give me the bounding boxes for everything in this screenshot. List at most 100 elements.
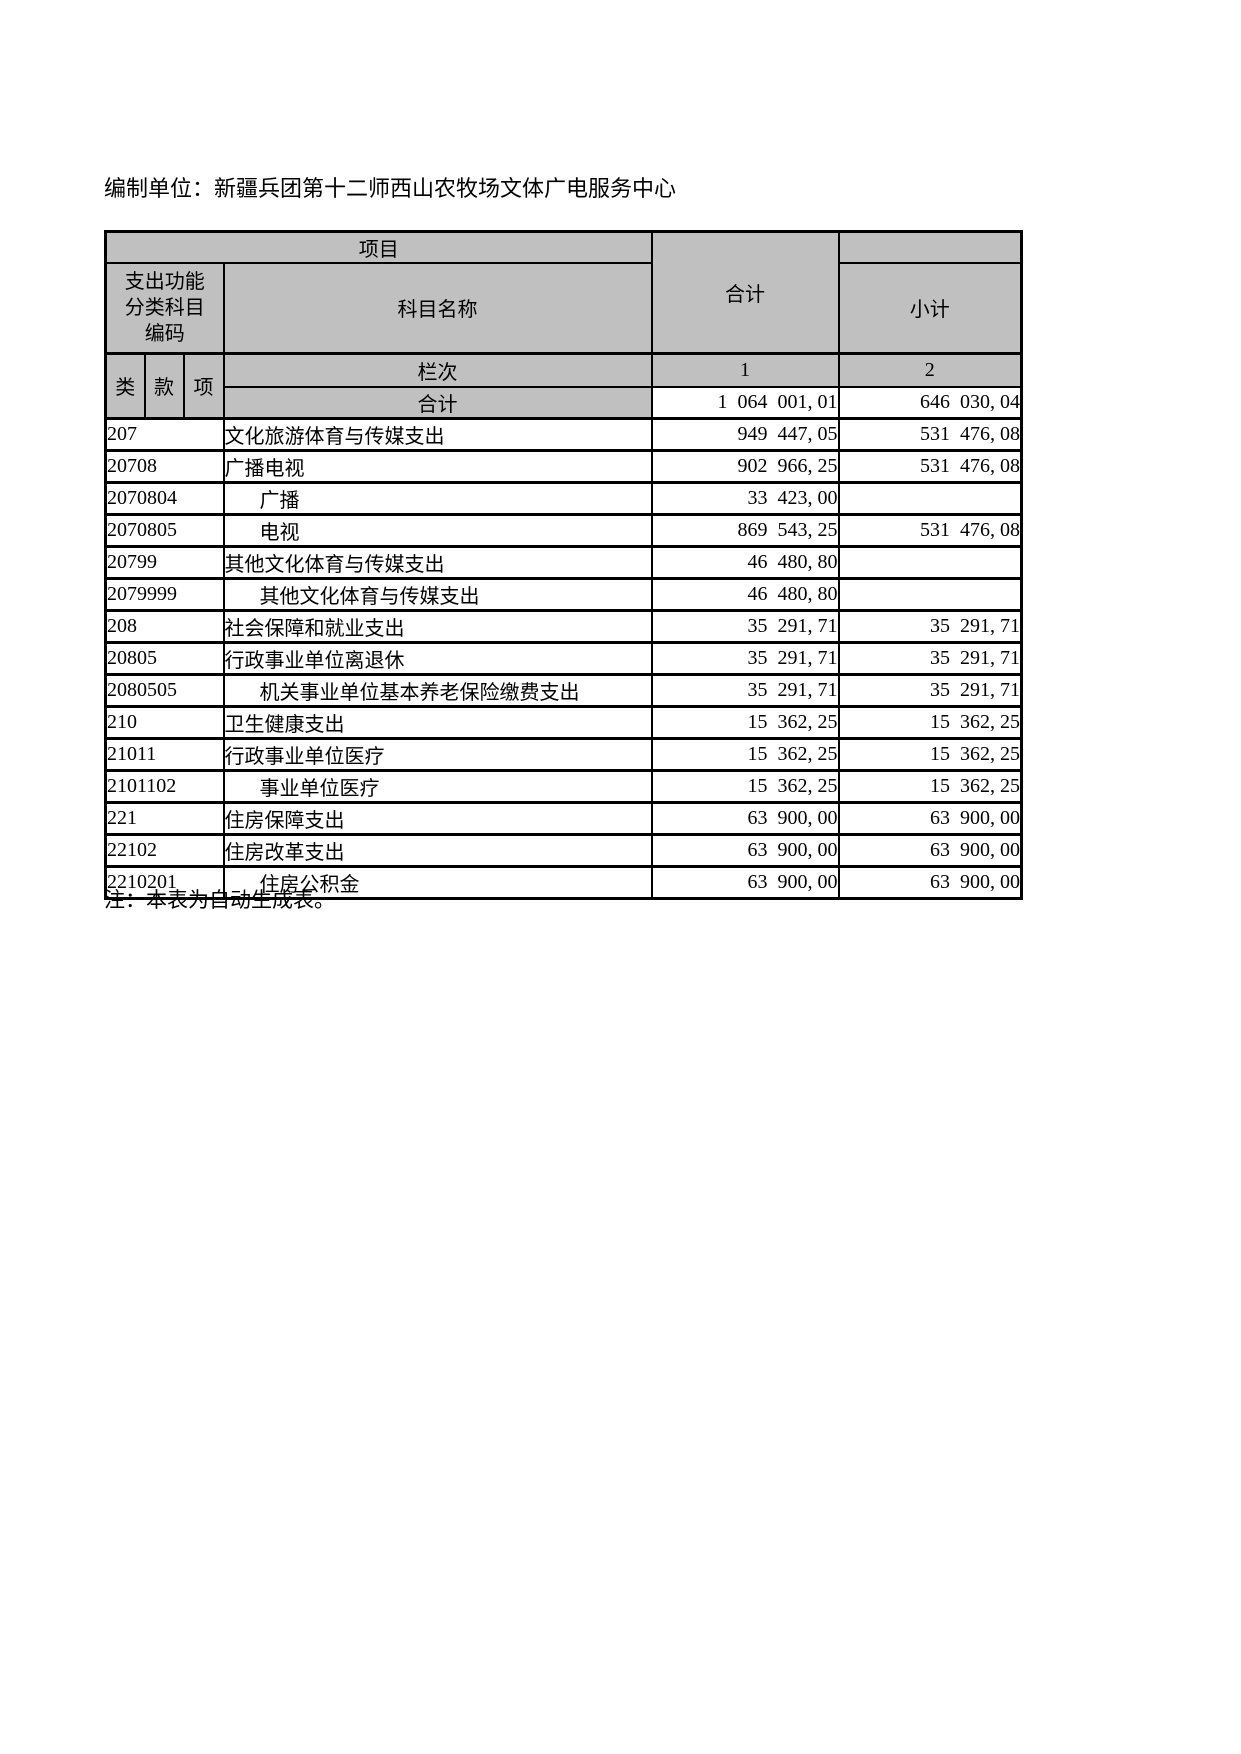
- row-subtotal-value-cell: 63 900, 00: [837, 801, 1023, 836]
- row-function-code-cell: 20708: [104, 449, 225, 484]
- column-index-2-cell: 2: [837, 351, 1023, 388]
- row-function-code-cell: 20805: [104, 641, 225, 676]
- table-row: 2079999 其他文化体育与传媒支出 46 480, 80: [104, 577, 1023, 612]
- table-header-section: 项目 合计 支出功能 分类科目 编码 科目名称 小计 类 款 项 栏次 1 2 …: [104, 230, 1023, 420]
- row-subtotal-value-cell: 531 476, 08: [837, 417, 1023, 452]
- row-total-value-cell: 33 423, 00: [650, 481, 840, 516]
- table-row: 2070804 广播 33 423, 00: [104, 481, 1023, 516]
- row-subtotal-value-cell: 63 900, 00: [837, 865, 1023, 900]
- row-total-value-cell: 63 900, 00: [650, 801, 840, 836]
- row-subtotal-value-cell: 531 476, 08: [837, 449, 1023, 484]
- row-function-code-cell: 210: [104, 705, 225, 740]
- table-row: 2210201 住房公积金 63 900, 00 63 900, 00: [104, 865, 1023, 900]
- row-subtotal-value-cell: 15 362, 25: [837, 769, 1023, 804]
- item-header-cell: 项: [182, 351, 225, 420]
- row-subtotal-value-cell: [837, 481, 1023, 516]
- row-function-code-cell: 20799: [104, 545, 225, 580]
- grand-total-row-label-cell: 合计: [222, 386, 653, 420]
- row-total-value-cell: 35 291, 71: [650, 641, 840, 676]
- table-row: 221 住房保障支出 63 900, 00 63 900, 00: [104, 801, 1023, 836]
- table-body: 207 文化旅游体育与传媒支出 949 447, 05 531 476, 08 …: [104, 417, 1023, 900]
- grand-total-row: 合计 1 064 001, 01 646 030, 04: [106, 386, 1023, 420]
- function-code-header-cell: 支出功能 分类科目 编码: [104, 262, 225, 354]
- table-row: 2080505 机关事业单位基本养老保险缴费支出 35 291, 71 35 2…: [104, 673, 1023, 708]
- prepared-by-title: 编制单位：新疆兵团第十二师西山农牧场文体广电服务中心: [104, 176, 677, 201]
- row-subtotal-value-cell: 531 476, 08: [837, 513, 1023, 548]
- table-row: 21011 行政事业单位医疗 15 362, 25 15 362, 25: [104, 737, 1023, 772]
- header-row-labels: 支出功能 分类科目 编码 科目名称 小计: [104, 262, 1023, 354]
- header-row-project: 项目 合计: [104, 230, 1023, 354]
- table-row: 208 社会保障和就业支出 35 291, 71 35 291, 71: [104, 609, 1023, 644]
- row-function-code-cell: 21011: [104, 737, 225, 772]
- row-total-value-cell: 63 900, 00: [650, 865, 840, 900]
- table-row: 20708 广播电视 902 966, 25 531 476, 08: [104, 449, 1023, 484]
- grand-total-header-cell: 合计: [650, 230, 840, 354]
- table-row: 20805 行政事业单位离退休 35 291, 71 35 291, 71: [104, 641, 1023, 676]
- row-function-code-cell: 221: [104, 801, 225, 836]
- row-function-code-cell: 2101102: [104, 769, 225, 804]
- column-index-1-cell: 1: [650, 351, 840, 388]
- table-row: 2070805 电视 869 543, 25 531 476, 08: [104, 513, 1023, 548]
- row-subject-name-cell: 广播电视: [222, 449, 653, 484]
- row-function-code-cell: 2210201: [104, 865, 225, 900]
- row-subtotal-value-cell: 35 291, 71: [837, 641, 1023, 676]
- row-subject-name-cell: 机关事业单位基本养老保险缴费支出: [222, 673, 653, 708]
- subtotal-header-spacer-cell: [837, 230, 1023, 264]
- project-header-cell: 项目: [104, 230, 653, 264]
- row-function-code-cell: 2070805: [104, 513, 225, 548]
- header-row-column-index: 类 款 项 栏次 1 2: [104, 351, 1023, 420]
- class-header-cell: 类: [104, 351, 146, 420]
- row-subtotal-value-cell: [837, 577, 1023, 612]
- budget-table: 项目 合计 支出功能 分类科目 编码 科目名称 小计 类 款 项 栏次 1 2 …: [104, 230, 1023, 900]
- row-function-code-cell: 2079999: [104, 577, 225, 612]
- row-subject-name-cell: 住房改革支出: [222, 833, 653, 868]
- section-header-cell: 款: [143, 351, 185, 420]
- row-function-code-cell: 2070804: [104, 481, 225, 516]
- subtotal-header-cell: 小计: [837, 262, 1023, 354]
- grand-subtotal-value-cell: 646 030, 04: [837, 386, 1023, 420]
- row-subject-name-cell: 卫生健康支出: [222, 705, 653, 740]
- row-subject-name-cell: 电视: [222, 513, 653, 548]
- table-row: 2101102 事业单位医疗 15 362, 25 15 362, 25: [104, 769, 1023, 804]
- row-function-code-cell: 22102: [104, 833, 225, 868]
- row-total-value-cell: 902 966, 25: [650, 449, 840, 484]
- row-subject-name-cell: 行政事业单位医疗: [222, 737, 653, 772]
- row-subtotal-value-cell: 35 291, 71: [837, 673, 1023, 708]
- row-subtotal-value-cell: 63 900, 00: [837, 833, 1023, 868]
- row-total-value-cell: 35 291, 71: [650, 609, 840, 644]
- row-function-code-cell: 2080505: [104, 673, 225, 708]
- row-total-value-cell: 35 291, 71: [650, 673, 840, 708]
- table-row: 210 卫生健康支出 15 362, 25 15 362, 25: [104, 705, 1023, 740]
- grand-total-value-cell: 1 064 001, 01: [650, 386, 840, 420]
- subject-name-header-cell: 科目名称: [222, 262, 653, 354]
- row-subtotal-value-cell: 15 362, 25: [837, 737, 1023, 772]
- row-total-value-cell: 46 480, 80: [650, 577, 840, 612]
- row-subject-name-cell: 住房公积金: [222, 865, 653, 900]
- row-function-code-cell: 208: [104, 609, 225, 644]
- row-subject-name-cell: 行政事业单位离退休: [222, 641, 653, 676]
- row-subtotal-value-cell: 35 291, 71: [837, 609, 1023, 644]
- row-total-value-cell: 46 480, 80: [650, 545, 840, 580]
- column-no-header-cell: 栏次: [222, 351, 653, 388]
- row-function-code-cell: 207: [104, 417, 225, 452]
- row-subject-name-cell: 社会保障和就业支出: [222, 609, 653, 644]
- row-subtotal-value-cell: [837, 545, 1023, 580]
- table-row: 22102 住房改革支出 63 900, 00 63 900, 00: [104, 833, 1023, 868]
- row-subject-name-cell: 其他文化体育与传媒支出: [222, 577, 653, 612]
- row-subject-name-cell: 其他文化体育与传媒支出: [222, 545, 653, 580]
- auto-generated-footnote: 注：本表为自动生成表。: [104, 888, 335, 912]
- row-subtotal-value-cell: 15 362, 25: [837, 705, 1023, 740]
- row-total-value-cell: 15 362, 25: [650, 737, 840, 772]
- table-row: 20799 其他文化体育与传媒支出 46 480, 80: [104, 545, 1023, 580]
- row-subject-name-cell: 住房保障支出: [222, 801, 653, 836]
- row-subject-name-cell: 文化旅游体育与传媒支出: [222, 417, 653, 452]
- table-row: 207 文化旅游体育与传媒支出 949 447, 05 531 476, 08: [104, 417, 1023, 452]
- row-total-value-cell: 15 362, 25: [650, 705, 840, 740]
- row-subject-name-cell: 事业单位医疗: [222, 769, 653, 804]
- row-total-value-cell: 869 543, 25: [650, 513, 840, 548]
- row-subject-name-cell: 广播: [222, 481, 653, 516]
- row-total-value-cell: 63 900, 00: [650, 833, 840, 868]
- row-total-value-cell: 949 447, 05: [650, 417, 840, 452]
- row-total-value-cell: 15 362, 25: [650, 769, 840, 804]
